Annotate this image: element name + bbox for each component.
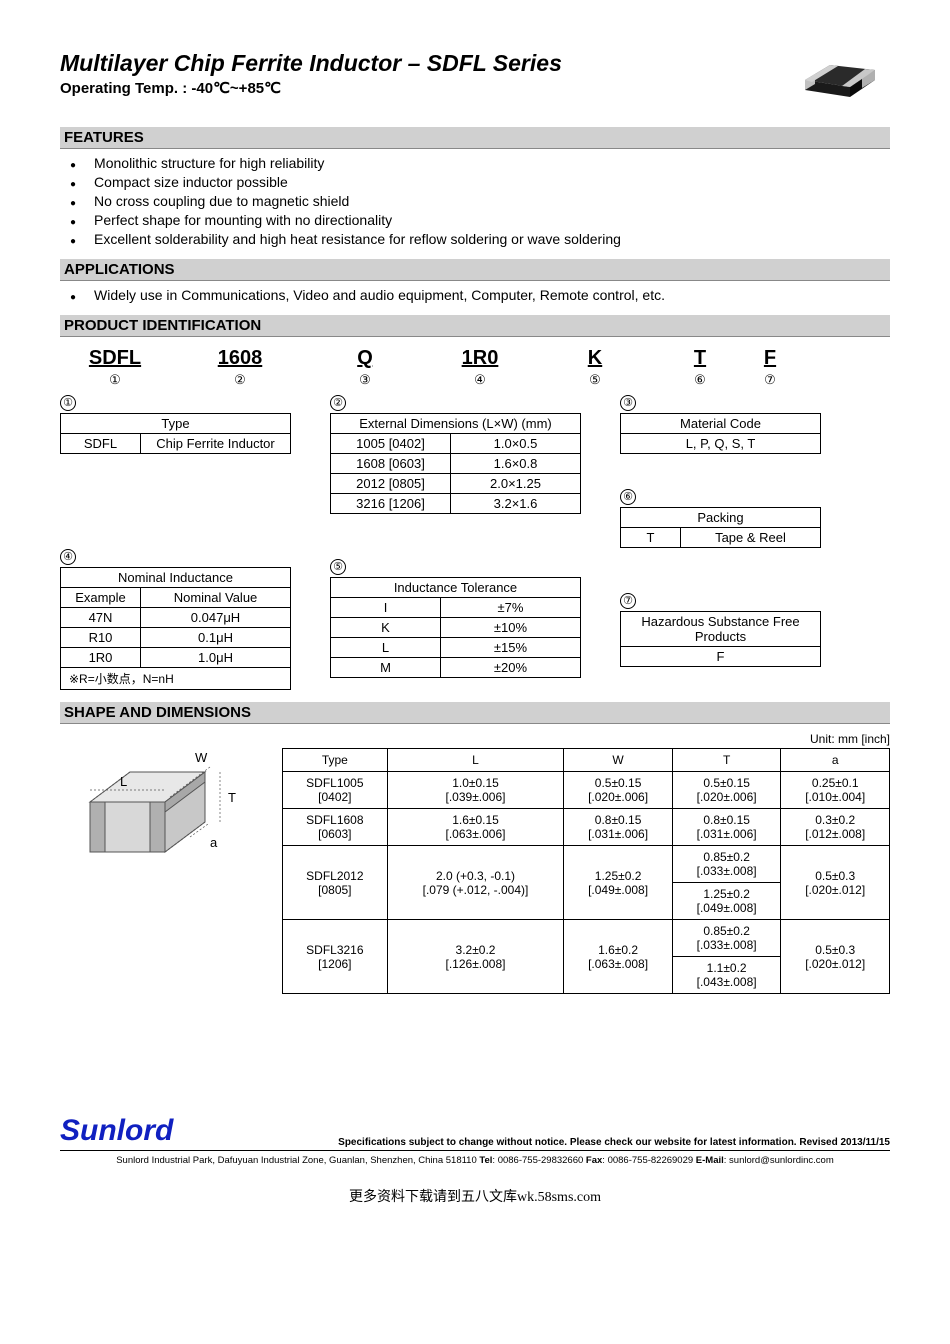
page-subtitle: Operating Temp. : -40℃~+85℃: [60, 79, 890, 97]
circ-7: ⑦: [620, 593, 636, 609]
features-list: Monolithic structure for high reliabilit…: [70, 155, 890, 247]
bullet-item: No cross coupling due to magnetic shield: [70, 193, 890, 209]
applications-list: Widely use in Communications, Video and …: [70, 287, 890, 303]
unit-label: Unit: mm [inch]: [282, 732, 890, 746]
ident-code-row: SDFL①1608②Q③1R0④K⑤T⑥F⑦: [60, 347, 890, 388]
table-hazardous-free: Hazardous Substance Free Products F: [620, 611, 821, 667]
ident-code: SDFL①: [60, 347, 170, 388]
bullet-item: Monolithic structure for high reliabilit…: [70, 155, 890, 171]
section-heading-ident: PRODUCT IDENTIFICATION: [60, 315, 890, 337]
table-external-dims: External Dimensions (L×W) (mm)1005 [0402…: [330, 413, 581, 514]
page-header: Multilayer Chip Ferrite Inductor – SDFL …: [60, 50, 890, 97]
circ-3: ③: [620, 395, 636, 411]
cell: Chip Ferrite Inductor: [141, 434, 291, 454]
shape-row: L W T a Unit: mm [inch] TypeLWTaSDFL1005…: [60, 732, 890, 994]
ident-code: T⑥: [650, 347, 750, 388]
circ-1: ①: [60, 395, 76, 411]
table-type: Type SDFL Chip Ferrite Inductor: [60, 413, 291, 454]
cell: Tape & Reel: [681, 528, 821, 548]
table-nominal-inductance: Nominal InductanceExampleNominal Value47…: [60, 567, 291, 690]
table-dimensions: TypeLWTaSDFL1005[0402]1.0±0.15[.039±.006…: [282, 748, 890, 994]
bullet-item: Widely use in Communications, Video and …: [70, 287, 890, 303]
dim-label-l: L: [120, 774, 127, 789]
ident-code: F⑦: [750, 347, 790, 388]
cell: F: [621, 647, 821, 667]
footer-address: Sunlord Industrial Park, Dafuyuan Indust…: [60, 1155, 890, 1166]
ident-code: 1608②: [170, 347, 310, 388]
cell: Packing: [621, 508, 821, 528]
bullet-item: Excellent solderability and high heat re…: [70, 231, 890, 247]
cell: T: [621, 528, 681, 548]
cell: Material Code: [621, 414, 821, 434]
bullet-item: Perfect shape for mounting with no direc…: [70, 212, 890, 228]
circ-6: ⑥: [620, 489, 636, 505]
table-type-header: Type: [61, 414, 291, 434]
dim-label-w: W: [195, 750, 208, 765]
ident-code: 1R0④: [420, 347, 540, 388]
table-packing: Packing T Tape & Reel: [620, 507, 821, 548]
ident-code: K⑤: [540, 347, 650, 388]
bullet-item: Compact size inductor possible: [70, 174, 890, 190]
cell: Hazardous Substance Free Products: [621, 612, 821, 647]
table-tolerance: Inductance ToleranceI±7%K±10%L±15%M±20%: [330, 577, 581, 678]
brand-logo: Sunlord: [60, 1114, 173, 1148]
circ-2: ②: [330, 395, 346, 411]
cell: SDFL: [61, 434, 141, 454]
ident-tables: ① Type SDFL Chip Ferrite Inductor ④ Nomi…: [60, 394, 890, 690]
page-title: Multilayer Chip Ferrite Inductor – SDFL …: [60, 50, 890, 77]
chip-component-icon: [790, 45, 890, 105]
table-material-code: Material Code L, P, Q, S, T: [620, 413, 821, 454]
section-heading-applications: APPLICATIONS: [60, 259, 890, 281]
dim-label-t: T: [228, 790, 236, 805]
section-heading-shape: SHAPE AND DIMENSIONS: [60, 702, 890, 724]
ident-code: Q③: [310, 347, 420, 388]
circ-4: ④: [60, 549, 76, 565]
shape-diagram: L W T a: [60, 732, 270, 882]
cell: L, P, Q, S, T: [621, 434, 821, 454]
spec-note: Specifications subject to change without…: [338, 1137, 890, 1148]
dim-label-a: a: [210, 835, 218, 850]
section-heading-features: FEATURES: [60, 127, 890, 149]
circ-5: ⑤: [330, 559, 346, 575]
page-footer: Sunlord Specifications subject to change…: [60, 1114, 890, 1166]
download-note: 更多资料下载请到五八文库wk.58sms.com: [60, 1186, 890, 1206]
